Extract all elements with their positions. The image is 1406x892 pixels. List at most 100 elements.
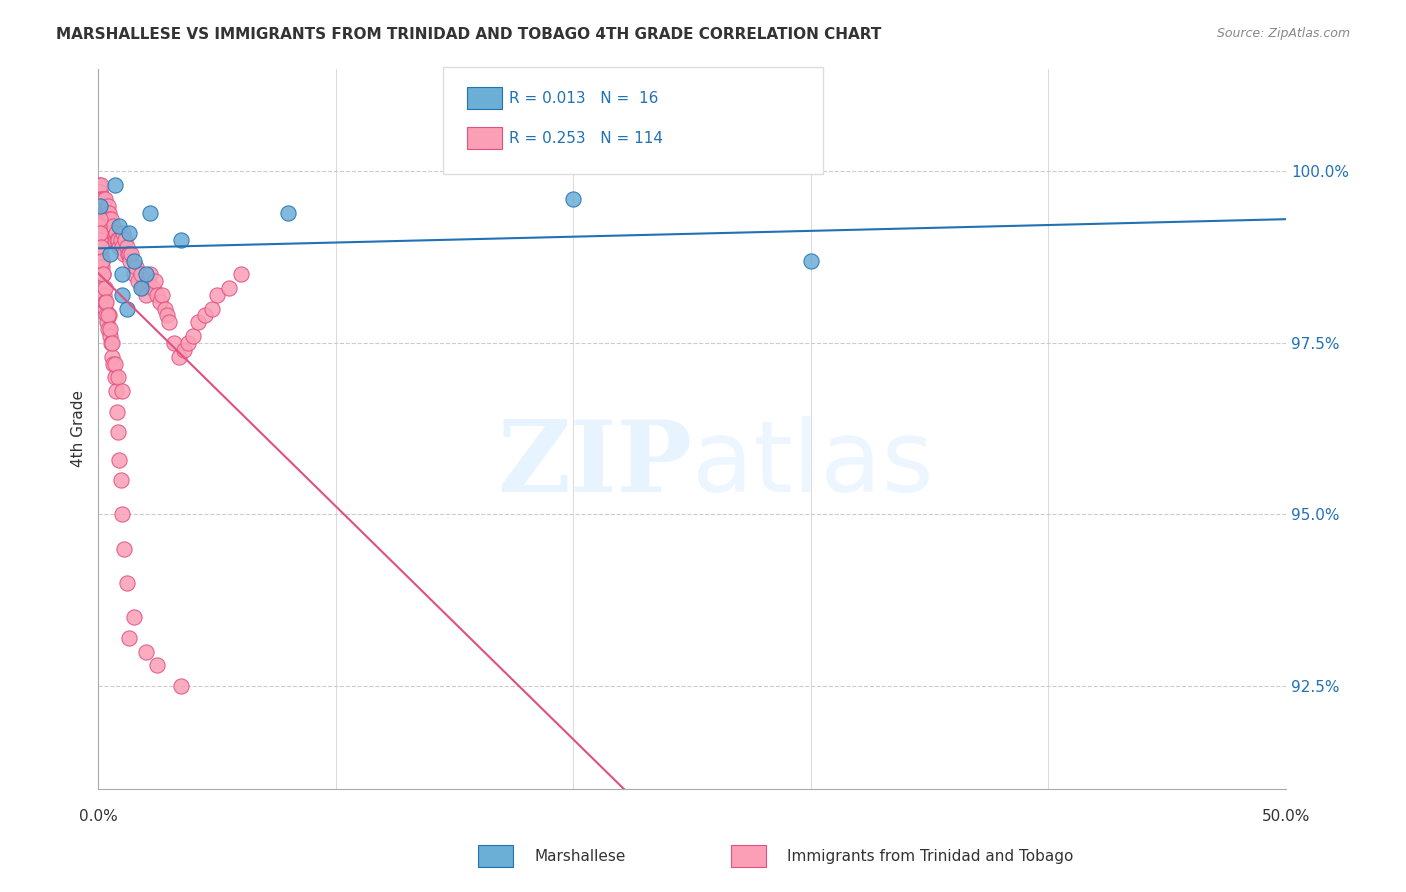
Point [96, 309, 118, 323]
Point [90, 253, 112, 268]
Point [163, 335, 186, 350]
Point [91, 281, 114, 295]
Point [110, 473, 132, 487]
Point [111, 508, 134, 522]
Point [115, 301, 138, 316]
Point [91, 199, 114, 213]
Point [104, 370, 127, 384]
Point [90, 246, 112, 260]
Point [91, 253, 114, 268]
Point [139, 205, 162, 219]
Point [89, 185, 111, 199]
Point [149, 294, 172, 309]
Text: Immigrants from Trinidad and Tobago: Immigrants from Trinidad and Tobago [787, 849, 1074, 863]
Point [96, 294, 118, 309]
Point [129, 281, 152, 295]
Point [96, 199, 118, 213]
Point [91, 199, 114, 213]
Point [170, 679, 193, 693]
Point [89, 185, 111, 199]
Point [177, 335, 200, 350]
Point [187, 315, 209, 329]
Point [89, 192, 111, 206]
Text: Marshallese: Marshallese [534, 849, 626, 863]
Point [104, 178, 127, 193]
Point [105, 233, 128, 247]
Point [96, 315, 118, 329]
Point [115, 576, 138, 591]
Point [111, 268, 134, 282]
Point [108, 219, 131, 234]
Point [120, 253, 142, 268]
Point [97, 219, 120, 234]
Point [111, 288, 134, 302]
Point [110, 233, 132, 247]
Point [153, 301, 176, 316]
Point [135, 645, 157, 659]
Point [98, 322, 121, 336]
Point [218, 281, 240, 295]
Point [103, 357, 125, 371]
Point [122, 610, 145, 624]
Point [118, 226, 141, 240]
Point [94, 205, 117, 219]
Point [167, 350, 190, 364]
Text: MARSHALLESE VS IMMIGRANTS FROM TRINIDAD AND TOBAGO 4TH GRADE CORRELATION CHART: MARSHALLESE VS IMMIGRANTS FROM TRINIDAD … [56, 27, 882, 42]
Point [93, 288, 115, 302]
Point [100, 335, 122, 350]
Point [135, 268, 157, 282]
Point [90, 199, 112, 213]
Point [94, 294, 117, 309]
Point [104, 357, 127, 371]
Point [118, 631, 141, 645]
Point [156, 309, 179, 323]
Point [107, 425, 129, 439]
Point [89, 219, 111, 234]
Point [108, 452, 131, 467]
Point [100, 212, 122, 227]
Point [800, 253, 823, 268]
Point [146, 288, 169, 302]
Point [94, 192, 117, 206]
Point [157, 315, 180, 329]
Point [89, 178, 111, 193]
Point [89, 226, 111, 240]
Point [96, 205, 118, 219]
Point [89, 199, 111, 213]
Point [120, 246, 142, 260]
Point [170, 233, 193, 247]
Point [98, 219, 121, 234]
Point [91, 268, 114, 282]
Text: 50.0%: 50.0% [1261, 809, 1310, 824]
Point [117, 246, 139, 260]
Point [90, 178, 112, 193]
Point [89, 233, 111, 247]
Point [97, 322, 120, 336]
Point [139, 268, 162, 282]
Point [562, 192, 585, 206]
Text: R = 0.013   N =  16: R = 0.013 N = 16 [509, 91, 658, 105]
Point [91, 192, 114, 206]
Point [118, 246, 141, 260]
Point [104, 226, 127, 240]
Point [114, 233, 136, 247]
Point [146, 658, 169, 673]
Point [111, 240, 134, 254]
Point [93, 205, 115, 219]
Point [93, 301, 115, 316]
Point [96, 212, 118, 227]
Point [112, 246, 135, 260]
Point [142, 281, 165, 295]
Text: Source: ZipAtlas.com: Source: ZipAtlas.com [1216, 27, 1350, 40]
Point [98, 329, 121, 343]
Point [104, 233, 127, 247]
Point [105, 404, 128, 418]
Point [101, 335, 124, 350]
Point [93, 281, 115, 295]
Point [97, 309, 120, 323]
Point [194, 309, 217, 323]
Point [104, 384, 127, 398]
Point [98, 246, 121, 260]
Point [97, 309, 120, 323]
Point [122, 268, 145, 282]
